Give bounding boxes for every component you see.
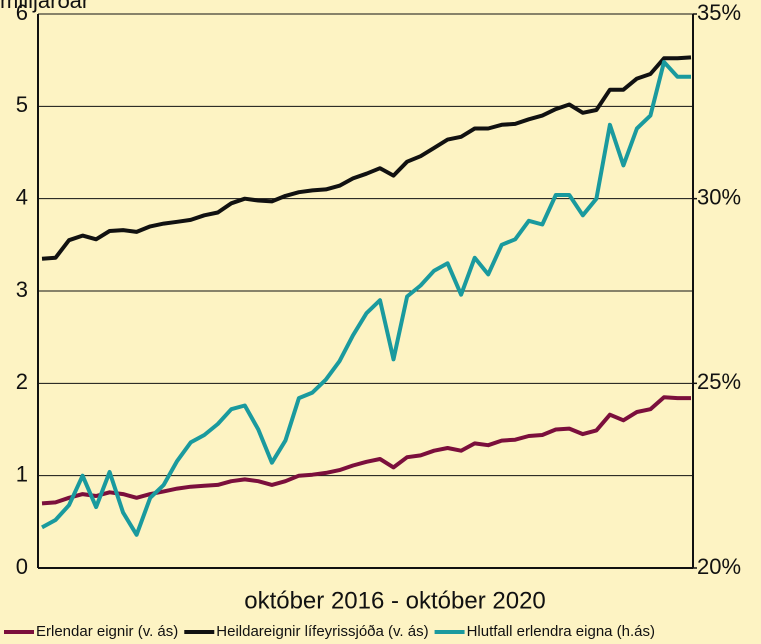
- y2-tick-label: 20%: [697, 554, 741, 579]
- y-tick-label: 2: [16, 369, 28, 394]
- y-axis-label: milljarðar: [0, 0, 89, 13]
- legend-label: Erlendar eignir (v. ás): [36, 623, 178, 640]
- x-axis-label: október 2016 - október 2020: [244, 587, 546, 614]
- y2-tick-label: 30%: [697, 184, 741, 209]
- y-tick-label: 4: [16, 184, 28, 209]
- series-line: [41, 60, 691, 537]
- legend-label: Heildareignir lífeyrissjóða (v. ás): [216, 623, 428, 640]
- y-tick-label: 0: [16, 554, 28, 579]
- y-tick-label: 6: [16, 0, 28, 25]
- y-tick-label: 1: [16, 461, 28, 486]
- y-tick-label: 5: [16, 92, 28, 117]
- series-line: [41, 55, 692, 261]
- legend-label: Hlutfall erlendra eigna (h.ás): [467, 623, 655, 640]
- y-tick-label: 3: [16, 277, 28, 302]
- y2-tick-label: 35%: [697, 0, 741, 25]
- series-line: [41, 395, 691, 506]
- y2-tick-label: 25%: [697, 369, 741, 394]
